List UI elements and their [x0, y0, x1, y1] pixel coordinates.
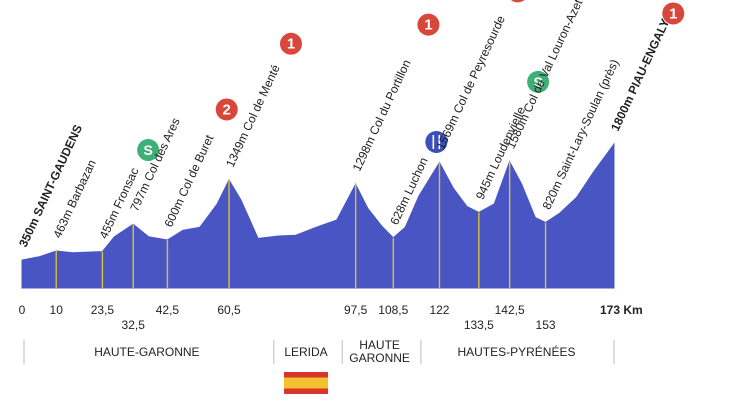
region-label: HAUTES-PYRÉNÉES	[457, 344, 575, 359]
km-tick-label: 60,5	[217, 303, 241, 317]
category-climb-number: 1	[287, 36, 295, 53]
place-label: 1580m Col de Val Louron-Azet	[504, 0, 586, 151]
flag-stripe-top	[284, 372, 328, 378]
place-label: 1569m Col de Peyresourde	[434, 13, 509, 152]
category-climb-number: 1	[669, 5, 677, 22]
km-tick-label: 108,5	[378, 303, 408, 317]
km-tick-label: 133,5	[464, 318, 494, 332]
category-climb-number: 1	[424, 17, 432, 34]
category-climb-number: 2	[223, 101, 231, 118]
km-tick-label: 10	[50, 303, 64, 317]
place-label: 1800m PIAU-ENGALY	[608, 17, 672, 134]
km-tick-label: 142,5	[495, 303, 525, 317]
km-tick-label: 23,5	[91, 303, 115, 317]
km-tick-label: 97,5	[344, 303, 368, 317]
category-climb-icon	[507, 0, 529, 2]
km-tick-label: 122	[429, 303, 449, 317]
flag-stripe-bottom	[284, 389, 328, 395]
region-label: HAUTE-GARONNE	[94, 345, 199, 359]
km-tick-label: 42,5	[156, 303, 180, 317]
km-tick-label: 32,5	[122, 318, 146, 332]
place-label: 1298m Col du Portillon	[350, 57, 414, 173]
km-tick-label: 153	[536, 318, 556, 332]
region-label-line: GARONNE	[349, 351, 410, 365]
flag-stripe-middle	[284, 378, 328, 389]
km-tick-label: 173 Km	[600, 303, 643, 317]
km-tick-label: 0	[19, 303, 26, 317]
region-label-line: HAUTE	[359, 338, 400, 352]
region-label: LERIDA	[284, 345, 327, 359]
